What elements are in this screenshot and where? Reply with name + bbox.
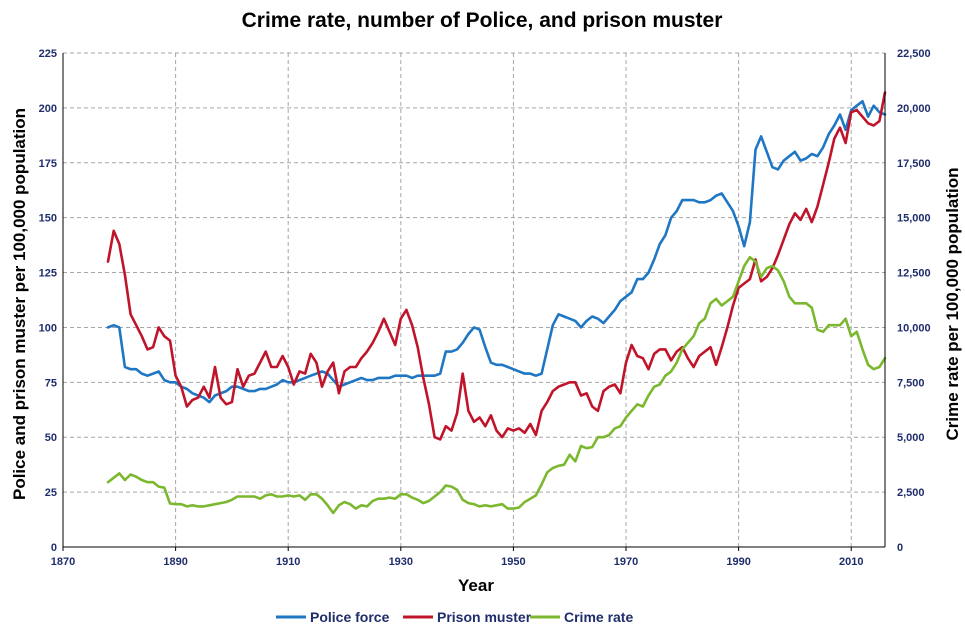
series-line-prison-muster	[106, 91, 887, 441]
series-line-crime-rate	[106, 255, 887, 515]
y2-tick-label: 5,000	[897, 432, 925, 444]
x-tick-label: 1930	[389, 556, 413, 568]
x-tick-label: 2010	[839, 556, 863, 568]
y-tick-label: 25	[45, 487, 57, 499]
y-tick-label: 225	[39, 48, 57, 60]
y-tick-label: 175	[39, 158, 57, 170]
y2-tick-label: 12,500	[897, 268, 931, 280]
axes	[62, 53, 886, 551]
tick-labels: 0 25 50 75 100 125 150 175 200 225 0 2,500 5,000 7,50…	[39, 48, 931, 568]
y-tick-label: 200	[39, 103, 57, 115]
y-tick-label: 75	[45, 377, 57, 389]
x-tick-label: 1910	[276, 556, 300, 568]
y-axis-title-right: Crime rate per 100,000 population	[943, 167, 962, 440]
y2-tick-label: 7,500	[897, 377, 925, 389]
legend-label: Police force	[310, 609, 390, 625]
y2-tick-label: 0	[897, 542, 903, 554]
legend-label: Prison muster	[437, 609, 532, 625]
legend-label: Crime rate	[564, 609, 633, 625]
y-tick-label: 100	[39, 322, 57, 334]
y2-tick-label: 2,500	[897, 487, 925, 499]
legend: Police force Prison muster Crime rate	[276, 609, 633, 625]
x-tick-label: 1890	[163, 556, 187, 568]
y-tick-label: 150	[39, 213, 57, 225]
x-tick-label: 1950	[501, 556, 525, 568]
series-line-police-force	[106, 100, 887, 404]
y-tick-label: 0	[51, 542, 57, 554]
gridlines	[63, 52, 885, 547]
x-tick-label: 1990	[726, 556, 750, 568]
y2-tick-label: 10,000	[897, 322, 931, 334]
y-tick-label: 125	[39, 268, 57, 280]
chart-title: Crime rate, number of Police, and prison…	[242, 9, 723, 32]
x-tick-label: 1970	[614, 556, 638, 568]
y2-tick-label: 22,500	[897, 48, 931, 60]
y2-tick-label: 20,000	[897, 103, 931, 115]
y-axis-title-left: Police and prison muster per 100,000 pop…	[10, 108, 29, 500]
x-axis-title: Year	[458, 576, 494, 595]
x-tick-label: 1870	[51, 556, 75, 568]
y2-tick-label: 15,000	[897, 213, 931, 225]
y-tick-label: 50	[45, 432, 57, 444]
y2-tick-label: 17,500	[897, 158, 931, 170]
series-lines	[106, 91, 887, 515]
